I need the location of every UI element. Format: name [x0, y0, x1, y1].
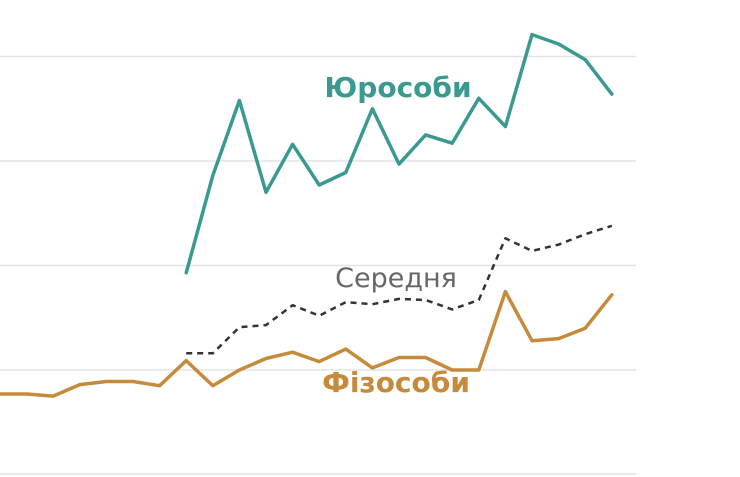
series-line-serednia	[186, 224, 613, 355]
series-label-yurosoby: Юрособи	[324, 71, 471, 104]
series-line-fizosoby	[0, 289, 614, 398]
series-label-fizosoby: Фізособи	[322, 366, 470, 399]
series-labels: Юрособи Середня Фізособи	[322, 71, 472, 399]
gridlines	[0, 55, 636, 475]
series-line-yurosoby	[184, 32, 614, 275]
series-lines	[0, 32, 614, 398]
series-label-serednia: Середня	[335, 263, 457, 294]
